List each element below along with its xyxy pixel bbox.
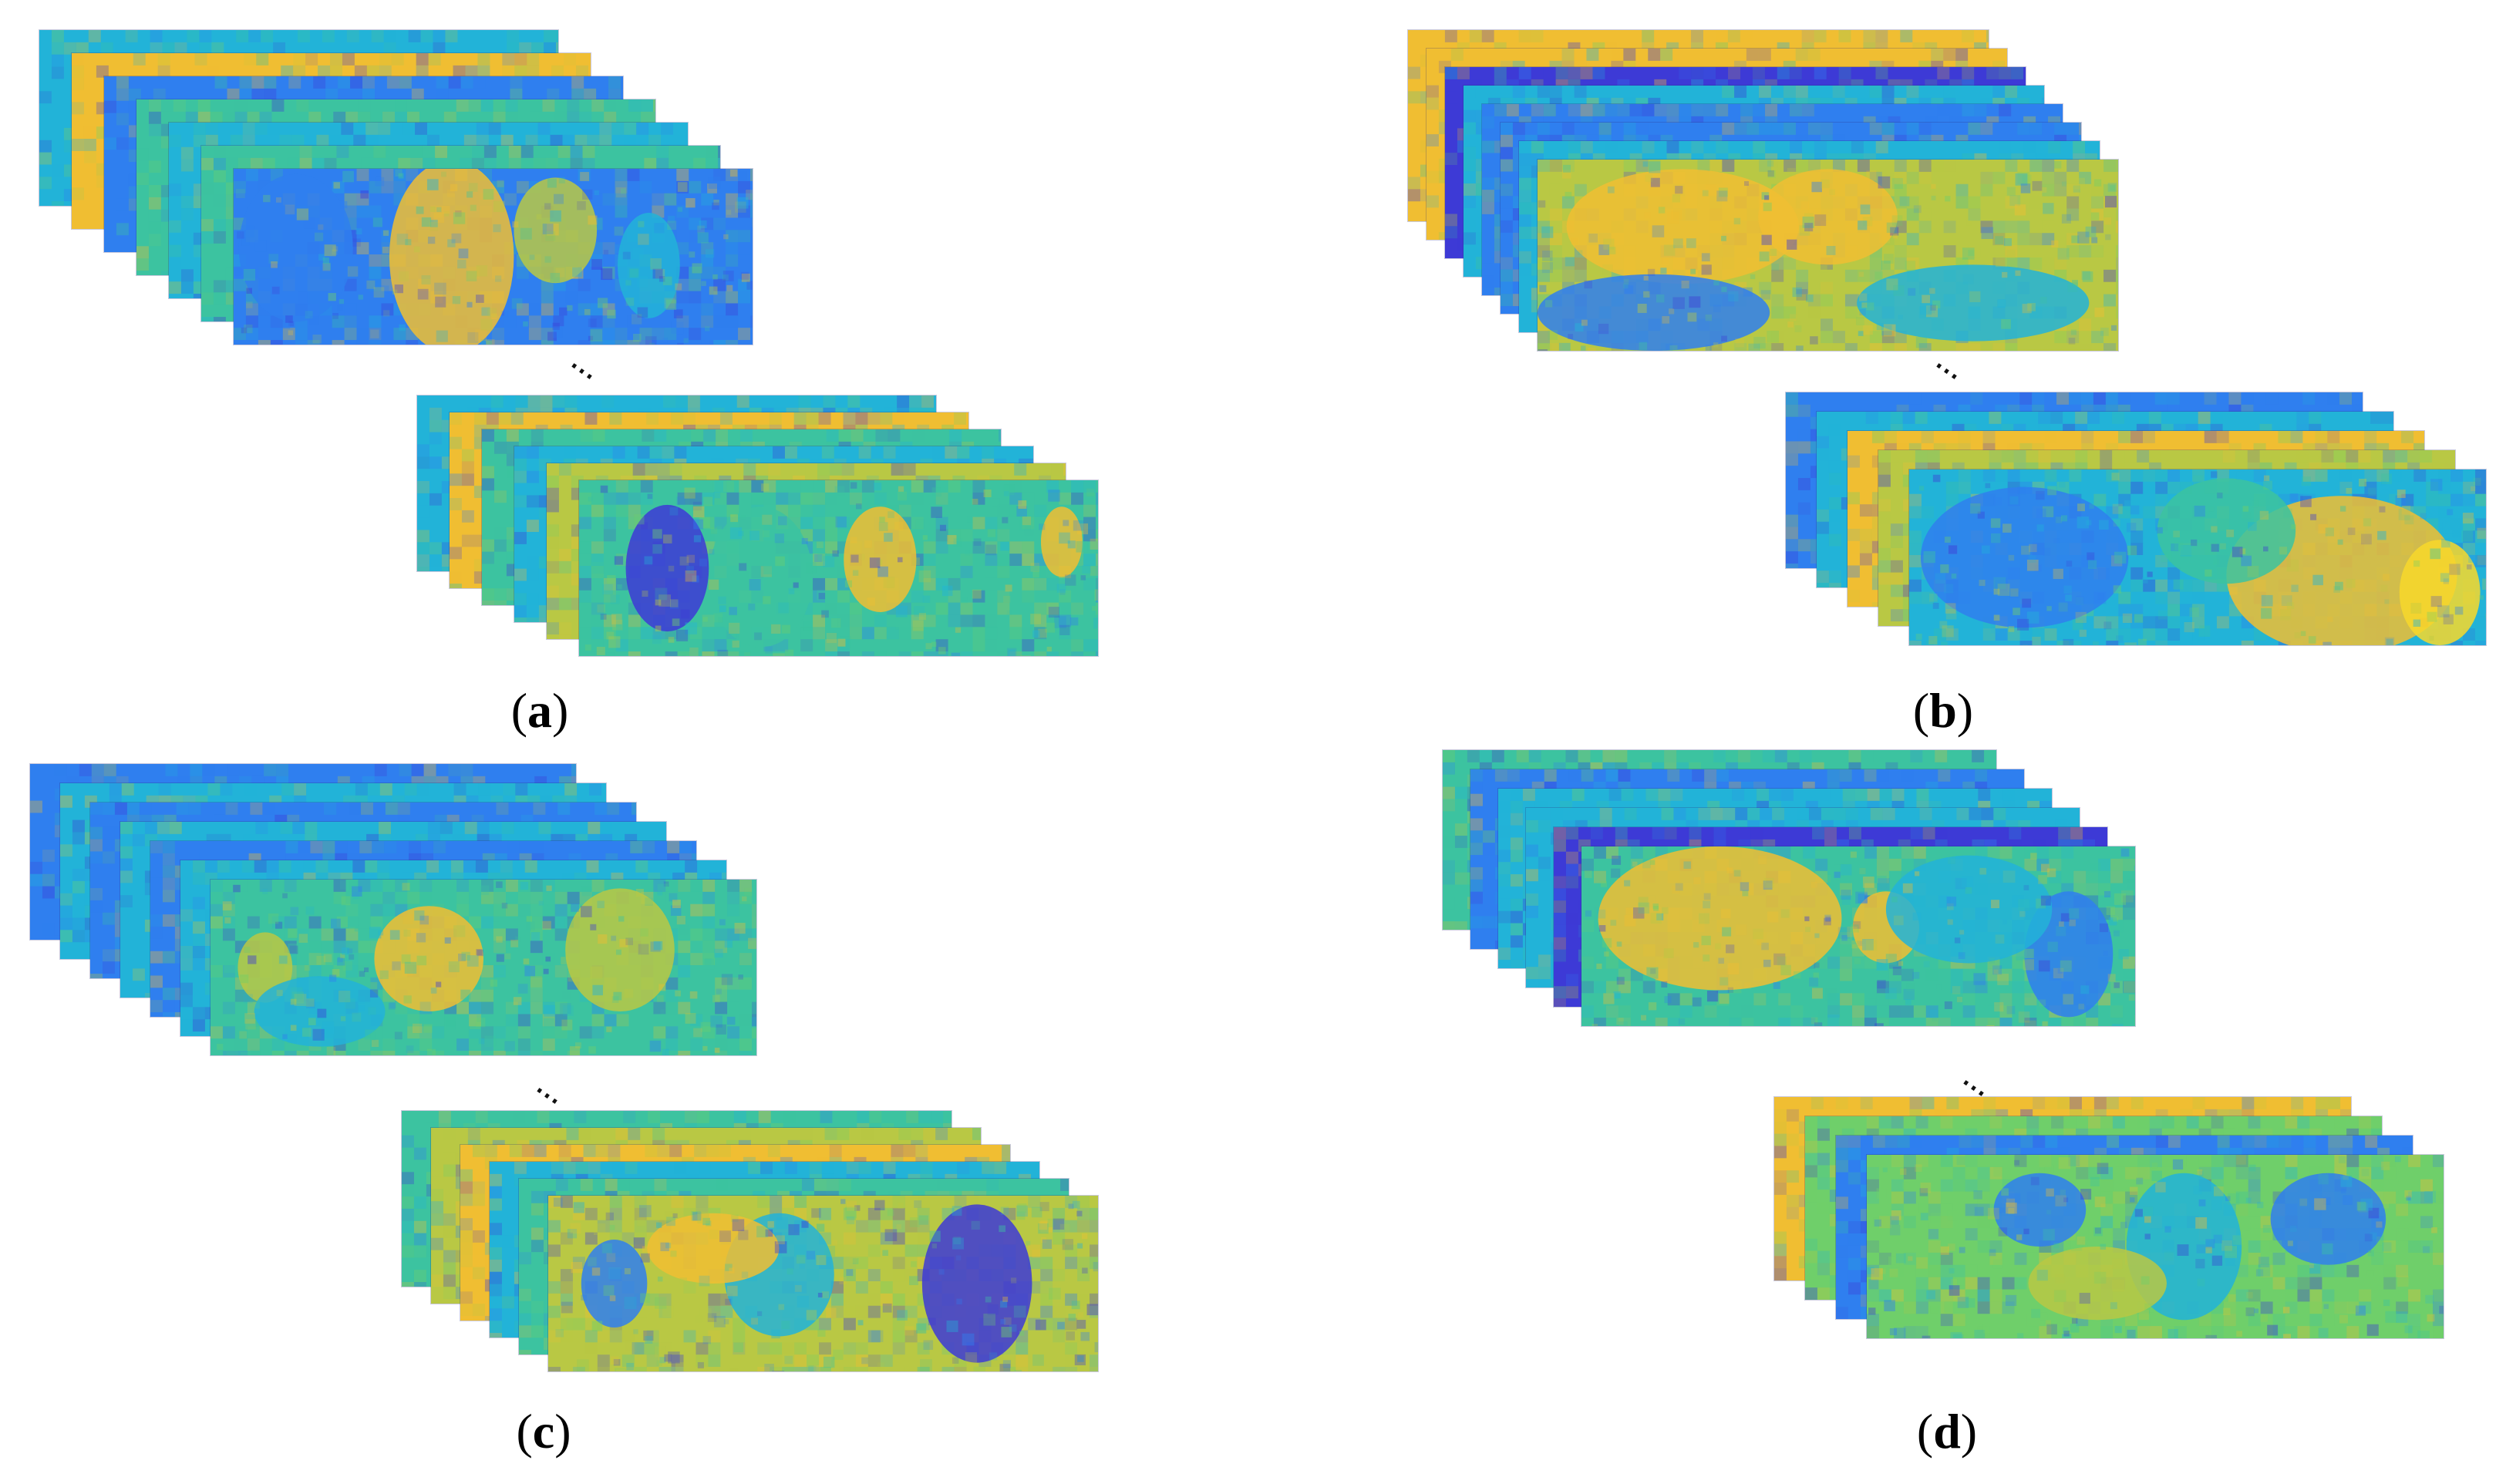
caption-b-open: ( (1912, 683, 1930, 738)
frame-a-top-7 (233, 168, 753, 345)
caption-b: (b) (1866, 682, 2020, 739)
caption-b-letter: b (1929, 683, 1957, 738)
caption-c: (c) (467, 1403, 621, 1460)
ellipsis-a: ··· (557, 347, 604, 395)
caption-d: (d) (1870, 1403, 2024, 1460)
caption-c-open: ( (516, 1404, 533, 1459)
frame-d-top-6 (1581, 846, 2136, 1027)
frame-a-bottom-6 (578, 480, 1099, 657)
caption-a-letter: a (527, 683, 552, 738)
frame-b-bottom-5 (1908, 469, 2487, 646)
caption-d-open: ( (1916, 1404, 1934, 1459)
frame-b-top-8 (1537, 159, 2119, 352)
frame-c-top-7 (210, 879, 757, 1056)
caption-b-close: ) (1956, 683, 1974, 738)
frame-d-bottom-4 (1866, 1154, 2444, 1339)
caption-d-close: ) (1960, 1404, 1978, 1459)
caption-d-letter: d (1933, 1404, 1961, 1459)
caption-a-close: ) (552, 683, 569, 738)
frame-c-bottom-6 (547, 1195, 1099, 1372)
caption-c-letter: c (532, 1404, 555, 1459)
caption-c-close: ) (554, 1404, 571, 1459)
caption-a: (a) (463, 682, 617, 739)
ellipsis-b: ··· (1922, 347, 1969, 395)
caption-a-open: ( (510, 683, 527, 738)
